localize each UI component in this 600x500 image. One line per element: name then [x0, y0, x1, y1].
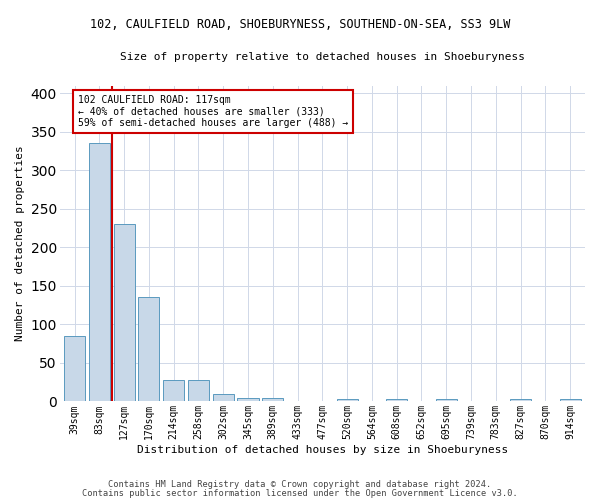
Text: 102, CAULFIELD ROAD, SHOEBURYNESS, SOUTHEND-ON-SEA, SS3 9LW: 102, CAULFIELD ROAD, SHOEBURYNESS, SOUTH… — [90, 18, 510, 30]
Bar — [113, 224, 134, 402]
Bar — [436, 399, 457, 402]
X-axis label: Distribution of detached houses by size in Shoeburyness: Distribution of detached houses by size … — [137, 445, 508, 455]
Bar — [560, 399, 581, 402]
Bar — [238, 398, 259, 402]
Bar — [163, 380, 184, 402]
Bar — [188, 380, 209, 402]
Text: Contains public sector information licensed under the Open Government Licence v3: Contains public sector information licen… — [82, 488, 518, 498]
Text: 102 CAULFIELD ROAD: 117sqm
← 40% of detached houses are smaller (333)
59% of sem: 102 CAULFIELD ROAD: 117sqm ← 40% of deta… — [78, 94, 349, 128]
Bar — [213, 394, 234, 402]
Bar — [89, 144, 110, 402]
Bar — [386, 399, 407, 402]
Bar — [510, 399, 531, 402]
Bar — [64, 336, 85, 402]
Bar — [139, 298, 160, 402]
Text: Contains HM Land Registry data © Crown copyright and database right 2024.: Contains HM Land Registry data © Crown c… — [109, 480, 491, 489]
Bar — [262, 398, 283, 402]
Title: Size of property relative to detached houses in Shoeburyness: Size of property relative to detached ho… — [120, 52, 525, 62]
Bar — [337, 399, 358, 402]
Y-axis label: Number of detached properties: Number of detached properties — [15, 146, 25, 342]
